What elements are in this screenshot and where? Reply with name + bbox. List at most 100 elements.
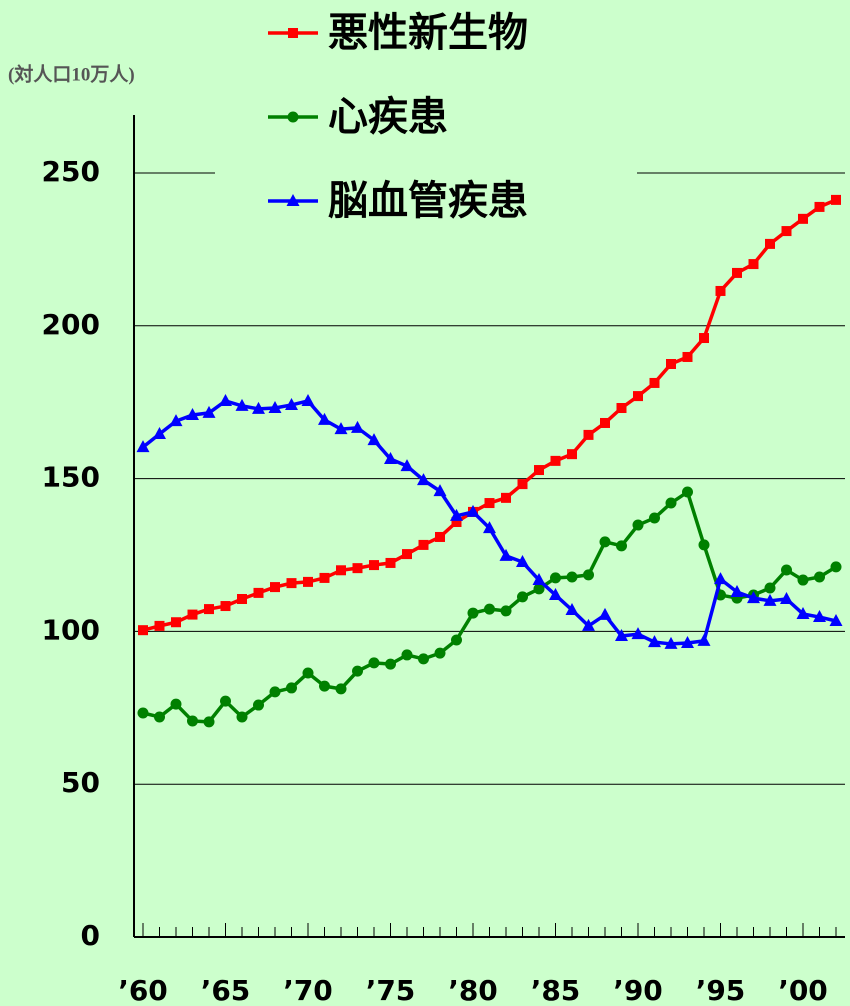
data-point xyxy=(433,484,447,497)
legend-label: 脳血管疾患 xyxy=(328,178,528,224)
y-tick-label: 100 xyxy=(42,613,100,646)
y-tick-label: 0 xyxy=(81,919,100,952)
x-tick-label: ’60 xyxy=(118,974,168,1006)
data-point xyxy=(765,238,775,249)
data-point xyxy=(368,657,380,669)
data-point xyxy=(268,401,282,414)
data-point xyxy=(220,695,231,707)
data-point xyxy=(633,391,643,402)
data-point xyxy=(600,417,610,428)
data-point xyxy=(318,412,331,425)
data-point xyxy=(781,226,792,237)
data-point xyxy=(137,707,149,719)
data-point xyxy=(648,635,661,648)
legend-marker xyxy=(286,194,300,206)
data-point xyxy=(138,625,148,636)
data-point xyxy=(236,711,248,723)
data-point xyxy=(567,449,577,460)
data-point xyxy=(517,591,528,603)
legend-marker xyxy=(287,111,299,123)
data-point xyxy=(748,259,759,270)
y-tick-label: 150 xyxy=(42,461,100,494)
data-point xyxy=(187,715,198,727)
data-point xyxy=(466,504,480,517)
data-point xyxy=(400,459,414,472)
data-point xyxy=(204,604,214,615)
y-axis-label: (対人口10万人) xyxy=(8,62,135,85)
x-tick-label: ’85 xyxy=(531,974,581,1006)
data-point xyxy=(351,420,364,433)
data-point xyxy=(682,351,693,362)
data-point xyxy=(269,686,281,698)
data-point xyxy=(286,578,297,589)
data-point xyxy=(352,665,363,677)
data-point xyxy=(616,403,627,414)
data-point xyxy=(253,699,264,711)
y-tick-label: 250 xyxy=(42,155,100,188)
data-point xyxy=(484,603,495,615)
data-point xyxy=(402,549,412,560)
data-point xyxy=(401,649,413,661)
legend-label: 悪性新生物 xyxy=(328,10,528,56)
y-tick-label: 200 xyxy=(42,308,100,341)
data-point xyxy=(335,683,347,695)
data-point xyxy=(483,521,496,534)
data-point xyxy=(253,587,264,598)
data-point xyxy=(467,607,479,619)
data-point xyxy=(831,194,841,205)
data-point xyxy=(418,539,429,550)
data-point xyxy=(583,569,594,581)
data-point xyxy=(369,560,379,571)
data-point xyxy=(714,572,727,585)
data-point xyxy=(252,401,265,414)
data-point xyxy=(649,512,660,524)
data-point xyxy=(747,591,760,604)
data-point xyxy=(813,610,826,623)
data-point xyxy=(385,658,396,670)
data-point xyxy=(583,429,594,440)
data-point xyxy=(565,603,579,616)
data-point xyxy=(202,405,216,418)
data-point xyxy=(169,414,183,427)
x-tick-label: ’00 xyxy=(778,974,828,1006)
data-point xyxy=(698,539,710,551)
data-point xyxy=(302,667,314,679)
data-point xyxy=(154,711,165,723)
data-point xyxy=(153,426,166,439)
data-point xyxy=(532,573,546,586)
data-point xyxy=(566,571,578,583)
data-point xyxy=(763,593,777,606)
data-point xyxy=(681,636,694,649)
data-point xyxy=(796,606,810,619)
data-point xyxy=(632,519,644,531)
data-point xyxy=(550,455,561,466)
data-point xyxy=(219,393,232,406)
data-point xyxy=(598,607,612,620)
data-point xyxy=(616,540,627,552)
data-point xyxy=(534,465,544,476)
data-point xyxy=(501,492,511,503)
data-point xyxy=(301,393,315,406)
data-point xyxy=(187,609,198,620)
data-point xyxy=(798,213,808,224)
data-point xyxy=(732,267,742,278)
data-point xyxy=(367,433,381,446)
data-point xyxy=(352,563,363,574)
x-tick-label: ’75 xyxy=(366,974,416,1006)
data-point xyxy=(237,594,247,605)
legend-label: 心疾患 xyxy=(328,94,448,140)
data-point xyxy=(434,647,446,659)
data-point xyxy=(615,628,628,641)
data-point xyxy=(780,592,793,605)
data-point xyxy=(814,571,825,583)
data-point xyxy=(170,698,182,710)
data-point xyxy=(764,582,776,594)
data-point xyxy=(649,377,660,388)
x-tick-label: ’65 xyxy=(201,974,251,1006)
x-tick-label: ’80 xyxy=(448,974,498,1006)
data-point xyxy=(830,561,842,573)
data-point xyxy=(599,536,611,548)
data-point xyxy=(220,601,231,612)
data-point xyxy=(417,473,430,486)
